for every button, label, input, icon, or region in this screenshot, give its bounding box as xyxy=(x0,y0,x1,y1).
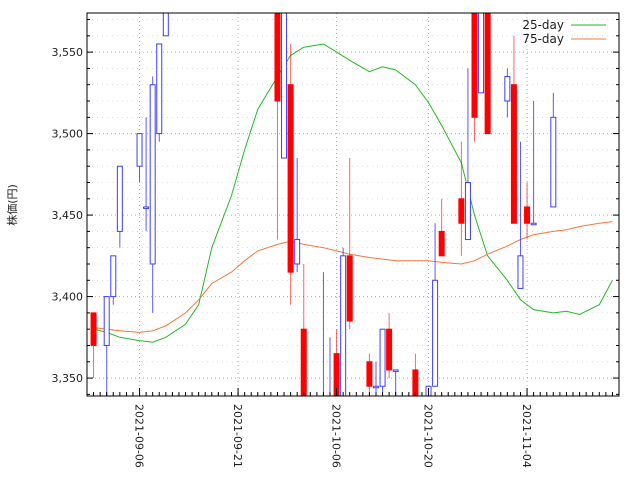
candle-body xyxy=(550,116,557,208)
candle-body xyxy=(517,255,524,289)
candle-body xyxy=(464,181,471,241)
legend-label: 75-day xyxy=(522,32,564,46)
candle-body xyxy=(530,222,537,226)
candle-body xyxy=(274,13,281,102)
candle-body xyxy=(294,239,301,265)
candle-body xyxy=(504,76,511,102)
candle-body xyxy=(300,328,307,396)
candle-body xyxy=(156,43,163,135)
candle-body xyxy=(366,361,373,387)
candle-body xyxy=(143,206,150,209)
candle-body xyxy=(386,328,393,371)
x-tick-label: 2021-09-21 xyxy=(231,404,244,468)
candle-body xyxy=(90,312,97,346)
ma-line-25-day xyxy=(93,43,613,343)
candles xyxy=(90,13,557,396)
y-axis-title: 株価(円) xyxy=(5,184,19,226)
candle-body xyxy=(149,84,156,265)
x-tick-label: 2021-11-04 xyxy=(520,404,533,468)
candle-body xyxy=(524,206,531,224)
candle-body xyxy=(116,165,123,232)
x-tick-label: 2021-10-20 xyxy=(422,404,435,468)
candle-body xyxy=(346,255,353,322)
grid xyxy=(87,13,619,396)
candle-body xyxy=(103,296,110,346)
candle-body xyxy=(379,328,386,387)
candle-body xyxy=(372,385,379,389)
candle-body xyxy=(432,279,439,387)
y-tick-label: 3,400 xyxy=(52,291,84,304)
candle-body xyxy=(281,13,288,159)
axes: 3,350 3,400 3,450 3,500 3,550 2021-09-06 2021-… xyxy=(52,19,620,468)
candle-body xyxy=(438,230,445,257)
x-tick-label: 2021-09-06 xyxy=(133,404,146,468)
candle-body xyxy=(136,133,143,167)
y-tick-label: 3,550 xyxy=(52,46,84,59)
candle-body xyxy=(510,84,517,224)
y-tick-label: 3,450 xyxy=(52,209,84,222)
candle-body xyxy=(287,84,294,273)
candle-body xyxy=(484,13,491,135)
candle-body xyxy=(162,13,169,37)
candle-body xyxy=(392,369,399,372)
x-tick-label: 2021-10-06 xyxy=(330,404,343,468)
plot-frame xyxy=(86,12,620,397)
candle-body xyxy=(340,255,347,396)
y-tick-label: 3,500 xyxy=(52,128,84,141)
candle-body xyxy=(478,13,485,94)
legend-label: 25-day xyxy=(522,18,564,32)
candle-body xyxy=(458,198,465,224)
candle-body xyxy=(110,255,117,298)
candle-body xyxy=(471,13,478,118)
y-tick-label: 3,350 xyxy=(52,372,84,385)
